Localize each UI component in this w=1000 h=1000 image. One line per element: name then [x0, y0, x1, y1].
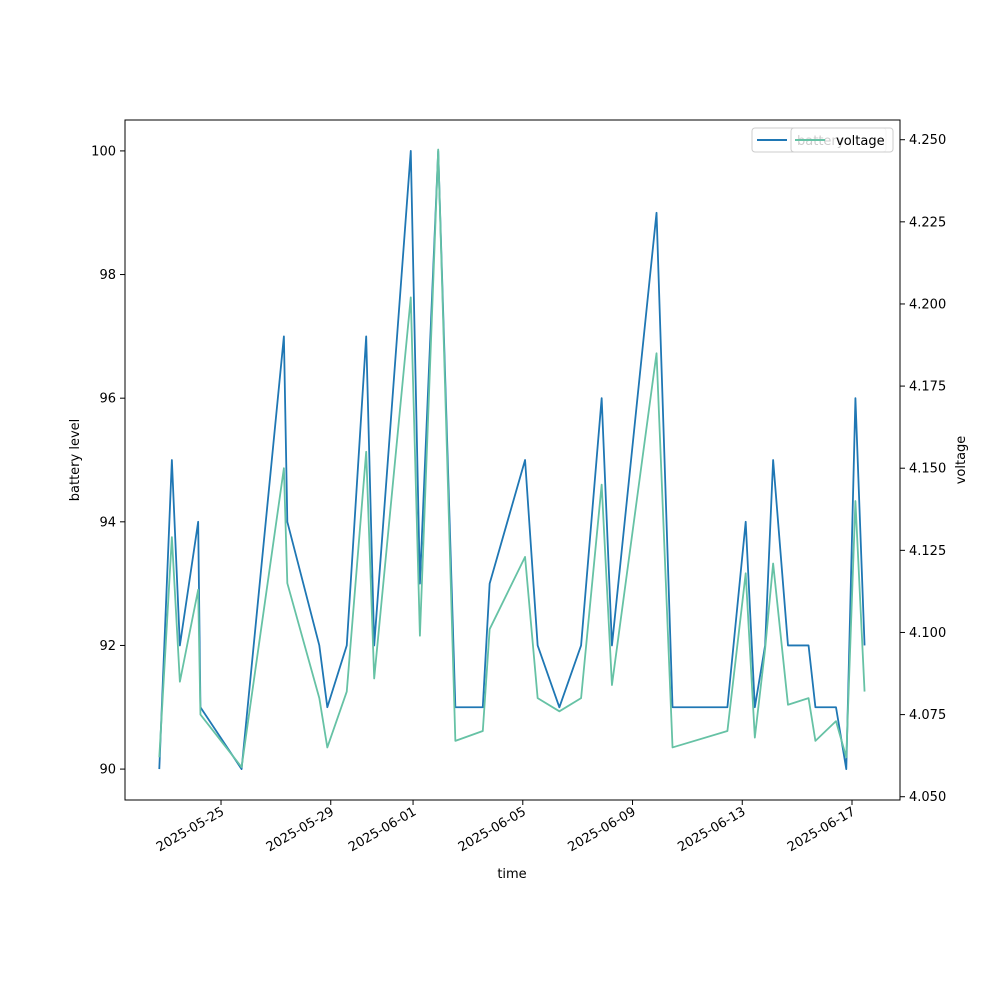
y2-tick-label-4: 4.150	[909, 462, 946, 477]
y2-tick-label-1: 4.075	[909, 708, 946, 723]
y2-axis-label: voltage	[954, 436, 969, 485]
plot-area	[125, 120, 900, 800]
y2-axis-ticks: 4.050 4.075 4.100 4.125 4.150 4.175 4.200 4.225…	[900, 133, 946, 805]
series-layer	[158, 148, 866, 770]
y2-tick-label-2: 4.100	[909, 626, 946, 641]
y2-tick-label-5: 4.175	[909, 380, 946, 395]
y2-tick-label-0: 4.050	[909, 790, 946, 805]
x-axis-label: time	[497, 867, 526, 882]
plot-frame	[124, 119, 901, 801]
series-line-voltage	[158, 148, 866, 769]
y-tick-label-2: 94	[99, 515, 116, 530]
y-tick-label-1: 92	[99, 639, 116, 654]
legend-voltage-box	[790, 127, 894, 153]
y-axis-label: battery level	[68, 419, 83, 502]
y-tick-label-4: 98	[99, 268, 116, 283]
y-axis-ticks: 90 92 94 96 98 100	[91, 144, 125, 778]
y-tick-label-3: 96	[99, 392, 116, 407]
y2-tick-label-7: 4.225	[909, 215, 946, 230]
legend-voltage: voltage	[790, 127, 894, 153]
legend-voltage-label: voltage	[836, 134, 885, 149]
y-tick-label-0: 90	[99, 763, 116, 778]
series-line-battery	[158, 150, 866, 770]
y2-tick-label-3: 4.125	[909, 544, 946, 559]
y2-tick-label-6: 4.200	[909, 297, 946, 312]
y-tick-label-5: 100	[91, 144, 116, 159]
y2-tick-label-8: 4.250	[909, 133, 946, 148]
